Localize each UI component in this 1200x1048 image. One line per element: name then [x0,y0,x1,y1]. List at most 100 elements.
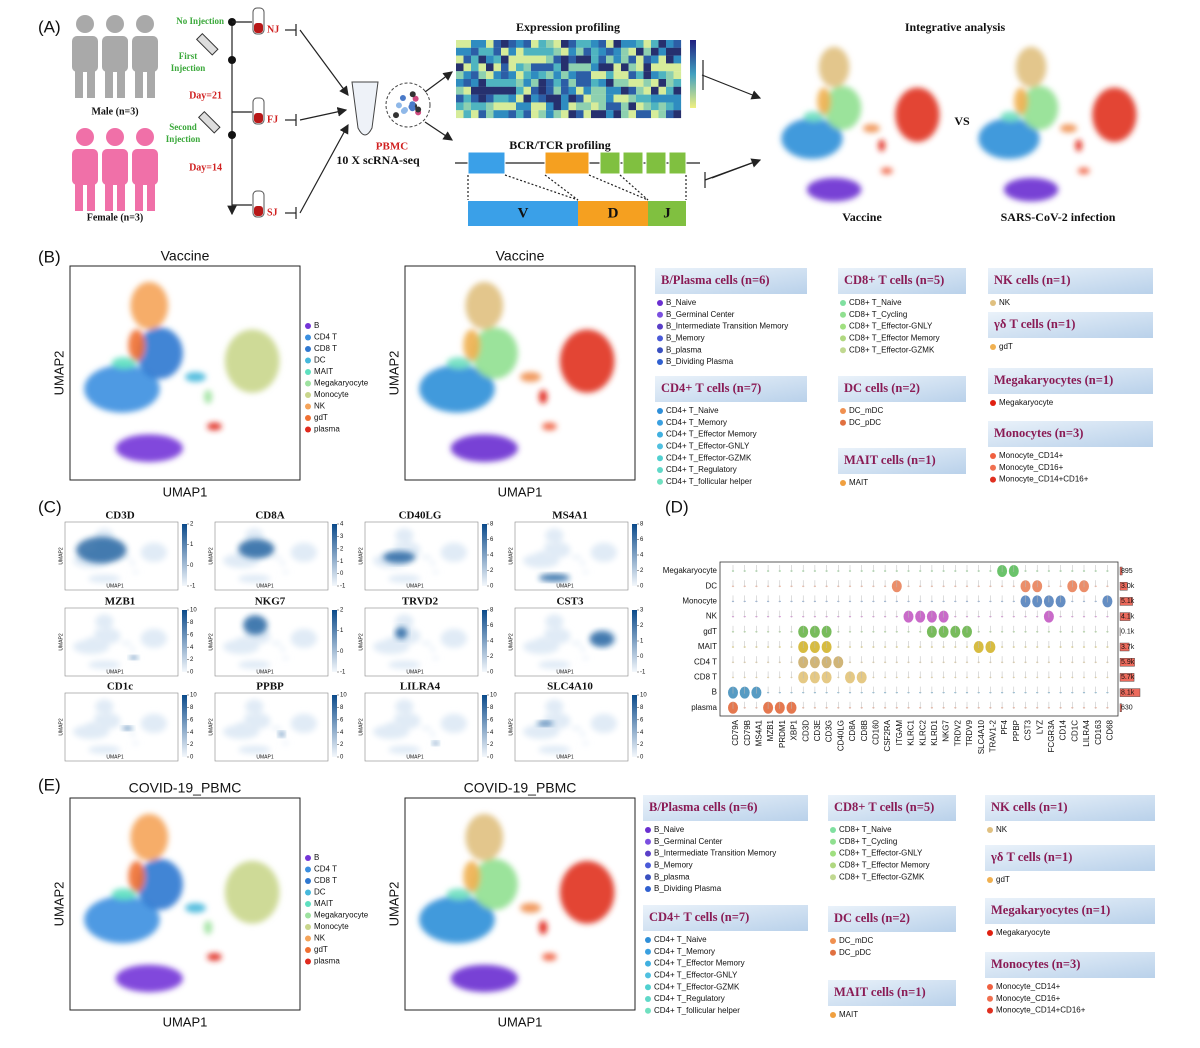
heatmap-cell [561,55,569,64]
group-header [838,376,966,402]
heatmap-cell [463,71,472,80]
cell-count-label: 895 [1121,568,1133,575]
cell-cluster [465,281,504,330]
heatmap-cell [591,94,599,103]
colorbar-tick-label: 6 [190,632,194,638]
heatmap-cell [486,110,494,119]
legend-label: DC [314,888,326,897]
person-icon [106,128,124,146]
legend-label: gdT [314,945,328,954]
heatmap-cell [508,40,517,48]
heatmap-cell [553,55,562,64]
axis-label: UMAP1 [256,754,273,760]
legend-label: DC_pDC [839,948,871,957]
heatmap-cell [463,55,472,64]
label: Female (n=3) [87,212,144,223]
heatmap-cell [493,40,502,48]
heatmap-cell [576,102,584,111]
heatmap-cell [613,110,622,119]
heatmap-cell [471,55,479,64]
heatmap-cell [546,47,554,56]
group-title: Monocytes (n=3) [991,957,1080,971]
heatmap-cell [456,63,464,72]
cell-cluster [1077,167,1090,175]
person-icon [117,183,125,211]
colorbar-tick-label: 8 [490,705,494,711]
cell-count-bar [1119,582,1128,591]
heatmap-cell [628,71,637,80]
colorbar-tick-label: -1 [190,584,196,590]
person-icon [76,15,94,33]
heatmap-cell [591,86,599,95]
colorbar-tick-label: 10 [190,693,197,699]
gene-title: SLC4A10 [547,681,593,693]
connector [424,71,453,93]
legend-dot [830,827,836,833]
cell-count-bar [1119,703,1122,712]
heatmap-cell [516,94,524,103]
heatmap-cell [613,47,622,56]
cell-count-bar [1119,642,1130,652]
cell-count-label: 3.7k [1121,644,1135,651]
heatmap-cell [598,110,607,119]
heatmap-cell [658,40,667,48]
legend-dot [840,335,846,342]
legend-label: CD8+ T_Effector-GZMK [849,345,935,354]
colorbar-tick-label: 2 [340,608,344,614]
heatmap-cell [591,79,599,87]
cell-cluster [245,699,264,714]
heatmap-cell [613,102,622,111]
heatmap-cell [561,63,569,72]
timeline-dot [228,131,236,139]
legend-label: NK [996,825,1008,834]
cell-cluster [98,713,121,729]
cell-cluster [130,732,135,737]
legend-dot [830,850,836,857]
legend-label: B_Naive [666,298,697,307]
legend-label: plasma [314,957,340,966]
cell-cluster [421,726,432,730]
expression-hotspot [129,655,138,660]
heatmap-cell [606,63,614,72]
heatmap-cell [508,79,517,87]
heatmap-cell [546,94,554,103]
heatmap-cell [486,63,494,72]
legend-label: gdT [999,342,1013,351]
cell-cluster [388,660,421,669]
cell-cluster [373,724,410,739]
legend-label: Monocyte_CD14+ [999,451,1064,460]
label: BCR/TCR profiling [509,138,610,152]
cell-cluster [818,46,850,88]
legend-dot [657,455,663,462]
group-title: Megakaryocytes (n=1) [994,373,1113,387]
connector [701,74,762,100]
colorbar-tick-label: 0 [490,755,494,761]
expression-hotspot [537,721,554,726]
label: Male (n=3) [91,106,138,117]
legend-label: CD8+ T_Cycling [849,310,907,319]
heatmap-cell [666,86,674,95]
heatmap-cell [486,55,494,64]
cell-cluster [386,722,399,726]
gene-label: NKG7 [942,719,951,741]
cell-cluster [817,87,831,115]
heatmap-cell [546,71,554,80]
colorbar-tick-label: 4 [490,730,494,736]
legend-label: CD4+ T_Regulatory [654,994,725,1003]
cell-cluster [450,964,518,993]
umap-cells [373,614,467,669]
heatmap-cell [673,71,682,80]
heatmap-cell [501,94,509,103]
heatmap-cell [583,94,592,103]
colorbar-tick-label: 6 [340,717,344,723]
cell-cluster [280,561,285,566]
gene-label: MS4A1 [755,719,764,746]
axis-label: UMAP1 [256,669,273,675]
heatmap-cell [508,55,517,64]
legend-label: CD8+ T_Effector-GNLY [849,322,933,331]
umap-cells [419,813,615,993]
legend-label: CD4+ T_follicular helper [666,477,752,486]
heatmap-cell [546,86,554,95]
panel-label: (E) [38,775,61,794]
heatmap-cell [553,40,562,48]
